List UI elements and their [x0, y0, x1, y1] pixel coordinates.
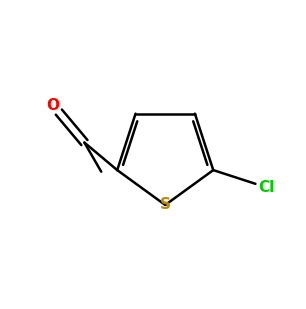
- Text: Cl: Cl: [258, 180, 275, 195]
- Text: O: O: [47, 98, 59, 112]
- Text: S: S: [160, 197, 171, 213]
